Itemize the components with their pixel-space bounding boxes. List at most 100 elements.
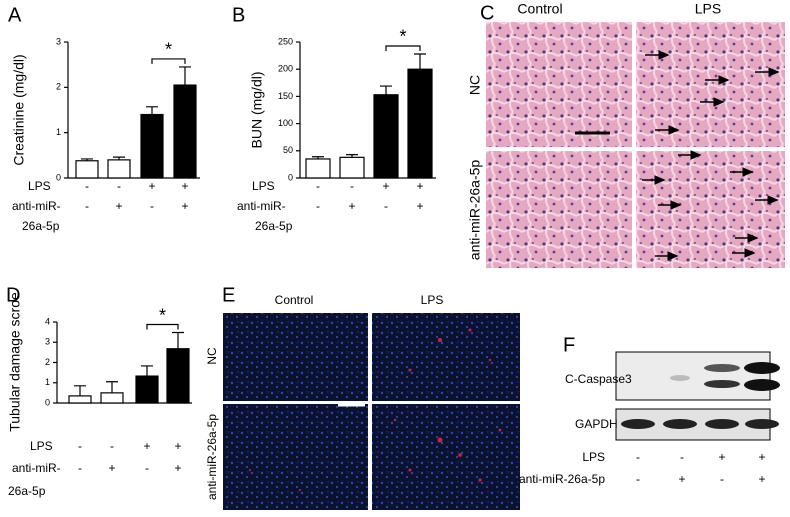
panel-f-blot bbox=[615, 351, 780, 441]
row-sign: + bbox=[678, 472, 685, 486]
y-tick-label: 0 bbox=[56, 172, 61, 182]
column-label: Control bbox=[517, 1, 562, 17]
column-label: Control bbox=[275, 293, 314, 307]
row-sign: + bbox=[115, 199, 122, 213]
annotation: * bbox=[399, 27, 406, 47]
row-sign: + bbox=[143, 439, 150, 453]
row-sign: - bbox=[150, 199, 154, 213]
column-label: LPS bbox=[695, 1, 721, 17]
row-label: NC bbox=[205, 347, 219, 365]
y-tick-label: 200 bbox=[278, 64, 293, 74]
y-tick-label: 2 bbox=[45, 357, 50, 367]
y-axis-label: Tubular damage scroe bbox=[7, 292, 23, 432]
bar bbox=[107, 159, 131, 179]
y-tick-label: 0 bbox=[288, 172, 293, 182]
row-label: LPS bbox=[30, 439, 53, 453]
row-sign: + bbox=[382, 179, 389, 193]
row-sign: + bbox=[108, 461, 115, 475]
row-label: anti-miR- bbox=[12, 461, 61, 475]
y-tick-label: 3 bbox=[56, 36, 61, 46]
row-sign: - bbox=[680, 450, 684, 464]
row-sign: - bbox=[145, 461, 149, 475]
y-tick-label: 4 bbox=[45, 316, 50, 326]
y-tick-label: 150 bbox=[278, 91, 293, 101]
row-sign: - bbox=[78, 439, 82, 453]
y-tick-label: 0 bbox=[45, 397, 50, 407]
row-sign: - bbox=[636, 472, 640, 486]
bar bbox=[339, 156, 365, 179]
row-label: 26a-5p bbox=[255, 219, 293, 233]
row-sign: + bbox=[416, 199, 423, 213]
row-label: 26a-5p bbox=[22, 219, 60, 233]
panel-letter: E bbox=[222, 284, 235, 306]
panel-letter: C bbox=[480, 2, 494, 24]
row-label: anti-miR- bbox=[12, 199, 61, 213]
error-bar bbox=[179, 66, 191, 86]
bar bbox=[68, 395, 92, 404]
row-label: LPS bbox=[28, 179, 51, 193]
row-label: 26a-5p bbox=[8, 484, 46, 498]
row-sign: - bbox=[85, 179, 89, 193]
significance-bracket bbox=[151, 58, 186, 64]
row-sign: + bbox=[174, 461, 181, 475]
row-sign: - bbox=[110, 439, 114, 453]
row-sign: - bbox=[636, 450, 640, 464]
row-sign: - bbox=[384, 199, 388, 213]
row-sign: + bbox=[148, 179, 155, 193]
y-axis-label: Creatinine (mg/dl) bbox=[11, 54, 27, 165]
row-label: LPS bbox=[252, 179, 275, 193]
row-sign: - bbox=[350, 179, 354, 193]
panel-c-images bbox=[486, 22, 785, 268]
row-label: anti-miR-26a-5p bbox=[519, 472, 605, 486]
bar bbox=[166, 348, 190, 404]
row-sign: - bbox=[117, 179, 121, 193]
bar bbox=[173, 84, 197, 179]
y-tick-label: 50 bbox=[283, 145, 293, 155]
row-sign: + bbox=[174, 439, 181, 453]
panel-letter: A bbox=[8, 4, 22, 26]
band-label: C-Caspase3 bbox=[565, 372, 632, 386]
error-bar bbox=[380, 85, 392, 95]
row-sign: + bbox=[416, 179, 423, 193]
annotation: * bbox=[165, 40, 172, 60]
y-axis-label: BUN (mg/dl) bbox=[249, 71, 265, 148]
error-bar bbox=[74, 385, 86, 396]
column-label: LPS bbox=[421, 293, 444, 307]
panel-letter: F bbox=[563, 334, 575, 356]
panel-letter: D bbox=[6, 284, 20, 306]
row-label: LPS bbox=[582, 450, 605, 464]
row-label: anti-miR-26a-5p bbox=[205, 414, 219, 500]
bar bbox=[100, 392, 124, 404]
significance-bracket bbox=[146, 323, 179, 330]
bar bbox=[140, 113, 164, 179]
row-sign: - bbox=[316, 199, 320, 213]
row-sign: - bbox=[720, 472, 724, 486]
y-tick-label: 3 bbox=[45, 337, 50, 347]
row-sign: - bbox=[85, 199, 89, 213]
y-tick-label: 2 bbox=[56, 82, 61, 92]
bar bbox=[407, 68, 433, 179]
error-bar bbox=[141, 365, 153, 377]
panel-e-images bbox=[223, 313, 520, 510]
row-sign: - bbox=[78, 461, 82, 475]
y-tick-label: 1 bbox=[45, 377, 50, 387]
error-bar bbox=[172, 331, 184, 349]
row-sign: + bbox=[758, 450, 765, 464]
y-tick-label: 100 bbox=[278, 118, 293, 128]
row-sign: + bbox=[348, 199, 355, 213]
error-bar bbox=[106, 381, 118, 393]
row-label: NC bbox=[467, 75, 483, 95]
bar bbox=[135, 375, 159, 404]
panel-letter: B bbox=[232, 4, 245, 26]
y-tick-label: 250 bbox=[278, 36, 293, 46]
row-sign: + bbox=[181, 179, 188, 193]
error-bar bbox=[414, 53, 426, 70]
row-label: anti-miR-26a-5p bbox=[467, 160, 483, 261]
band-label: GAPDH bbox=[575, 417, 618, 431]
annotation: * bbox=[159, 305, 166, 325]
bar bbox=[373, 94, 399, 179]
error-bar bbox=[146, 106, 158, 115]
row-sign: + bbox=[758, 472, 765, 486]
row-sign: - bbox=[316, 179, 320, 193]
